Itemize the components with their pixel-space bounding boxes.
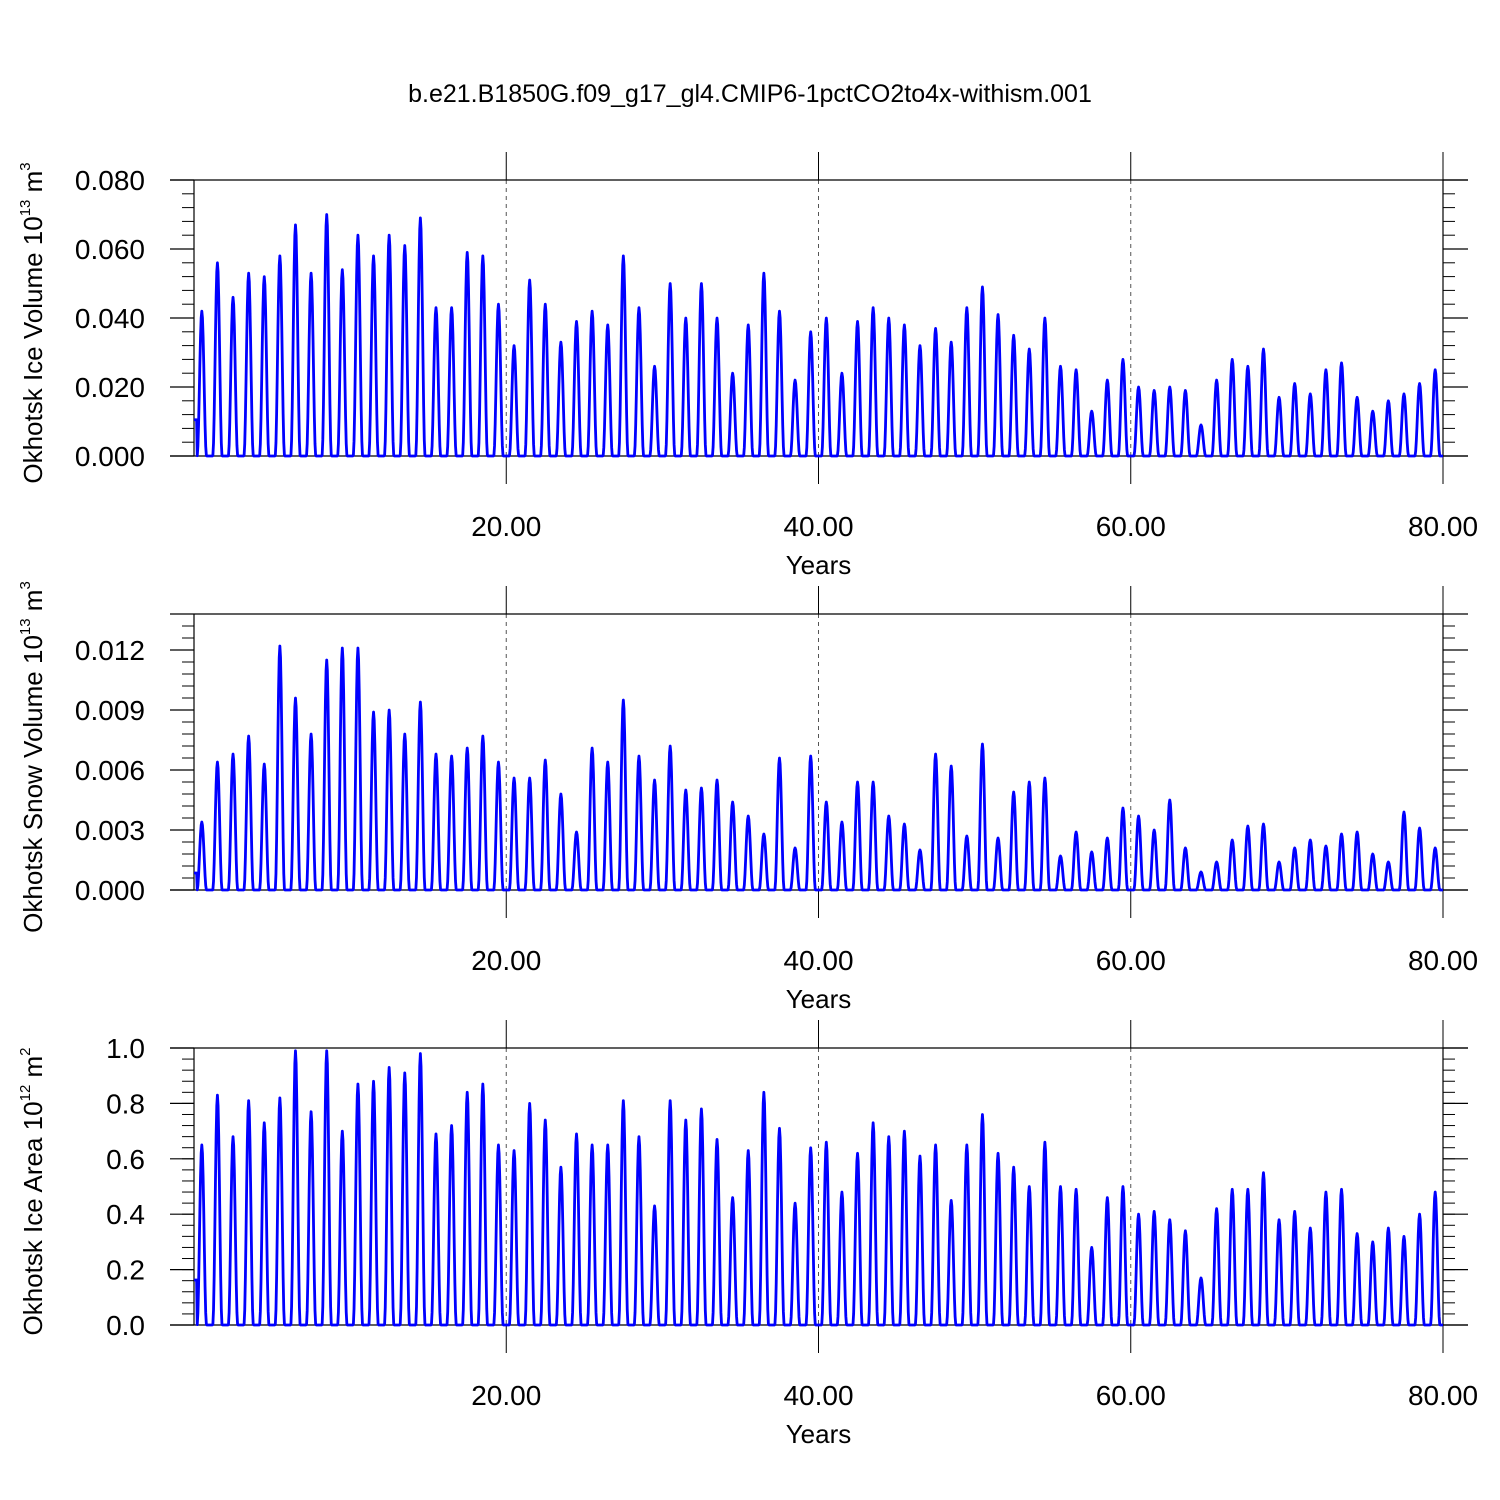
ytick-label: 0.000 bbox=[75, 441, 145, 472]
ylabel-unit-exponent: 2 bbox=[17, 1047, 34, 1055]
ylabel-main: Okhotsk Ice Area 10 bbox=[18, 1101, 48, 1335]
y-axis-label: Okhotsk Ice Volume 1013 m3 bbox=[17, 162, 48, 483]
ytick-label: 0.012 bbox=[75, 635, 145, 666]
x-axis-label: Years bbox=[786, 550, 852, 580]
ytick-label: 1.0 bbox=[106, 1033, 145, 1064]
ytick-label: 0.060 bbox=[75, 234, 145, 265]
xtick-label: 80.00 bbox=[1408, 1380, 1478, 1411]
y-axis-label: Okhotsk Ice Area 1012 m2 bbox=[17, 1047, 48, 1335]
ytick-label: 0.000 bbox=[75, 875, 145, 906]
ytick-label: 0.2 bbox=[106, 1255, 145, 1286]
ytick-label: 0.020 bbox=[75, 372, 145, 403]
y-axis-label: Okhotsk Snow Volume 1013 m3 bbox=[17, 581, 48, 933]
ytick-label: 0.040 bbox=[75, 303, 145, 334]
xtick-label: 20.00 bbox=[471, 511, 541, 542]
ylabel-exponent: 13 bbox=[17, 200, 34, 217]
ytick-label: 0.006 bbox=[75, 755, 145, 786]
ylabel-unit: m bbox=[18, 590, 48, 619]
xtick-label: 40.00 bbox=[783, 511, 853, 542]
x-axis-label: Years bbox=[786, 984, 852, 1014]
xtick-label: 20.00 bbox=[471, 1380, 541, 1411]
ylabel-unit-exponent: 3 bbox=[17, 581, 34, 589]
ylabel-exponent: 13 bbox=[17, 618, 34, 635]
series-line bbox=[193, 1049, 1444, 1327]
ytick-label: 0.009 bbox=[75, 695, 145, 726]
xtick-label: 40.00 bbox=[783, 945, 853, 976]
xtick-label: 80.00 bbox=[1408, 511, 1478, 542]
xtick-label: 80.00 bbox=[1408, 945, 1478, 976]
panel-snow-volume: 20.00 40.00 60.00 80.00 0.000 0.003 0.006 0.009… bbox=[17, 581, 1478, 1014]
ylabel-exponent: 12 bbox=[17, 1085, 34, 1102]
xtick-label: 60.00 bbox=[1096, 1380, 1166, 1411]
ylabel-unit-exponent: 3 bbox=[17, 162, 34, 170]
ytick-label: 0.0 bbox=[106, 1310, 145, 1341]
ylabel-main: Okhotsk Snow Volume 10 bbox=[18, 635, 48, 933]
panels: 20.00 40.00 60.00 80.000.0000.0200.0400.060… bbox=[17, 152, 1478, 1449]
ytick-label: 0.080 bbox=[75, 165, 145, 196]
ylabel-unit: m bbox=[18, 171, 48, 200]
ytick-label: 0.8 bbox=[106, 1088, 145, 1119]
panel-ice-volume: 20.00 40.00 60.00 80.00 0.000 0.020 0.040 0.060… bbox=[17, 152, 1478, 580]
xtick-label: 60.00 bbox=[1096, 511, 1166, 542]
series-line bbox=[193, 213, 1444, 458]
ytick-label: 0.4 bbox=[106, 1199, 145, 1230]
ytick-label: 0.003 bbox=[75, 815, 145, 846]
xtick-label: 60.00 bbox=[1096, 945, 1166, 976]
x-axis-label: Years bbox=[786, 1419, 852, 1449]
ylabel-main: Okhotsk Ice Volume 10 bbox=[18, 216, 48, 483]
ytick-label: 0.6 bbox=[106, 1144, 145, 1175]
xtick-label: 20.00 bbox=[471, 945, 541, 976]
figure-title: b.e21.B1850G.f09_g17_gl4.CMIP6-1pctCO2to… bbox=[408, 80, 1092, 108]
series-line bbox=[193, 644, 1444, 892]
panel-ice-area: 20.00 40.00 60.00 80.00 0.0 0.2 0.4 0.6 0.8 1.0 Ye… bbox=[17, 1020, 1478, 1449]
ylabel-unit: m bbox=[18, 1056, 48, 1085]
xtick-label: 40.00 bbox=[783, 1380, 853, 1411]
